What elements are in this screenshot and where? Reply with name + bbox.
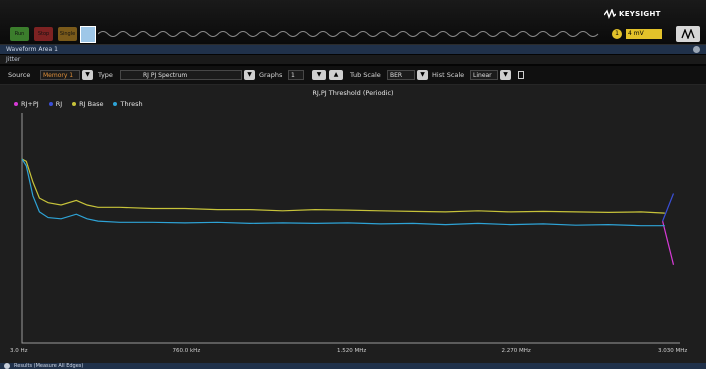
jitter-panel-title: Jitter	[0, 55, 706, 64]
type-label: Type	[98, 71, 113, 79]
legend-item: RJ+PJ	[14, 100, 39, 108]
brand-name: KEYSIGHT	[619, 10, 661, 18]
results-label: Results (Measure All Edges)	[14, 363, 84, 369]
chevron-down-icon[interactable]: ▼	[312, 70, 326, 80]
chart-canvas	[21, 113, 680, 344]
chevron-down-icon[interactable]: ▼	[82, 70, 93, 80]
graphs-label: Graphs	[259, 71, 283, 79]
source-select[interactable]: Memory 1	[40, 70, 80, 80]
spectrum-plot[interactable]: RJ,PJ Threshold (Periodic) RJ+PJ RJ RJ Bas…	[0, 85, 706, 363]
display-icon[interactable]	[80, 26, 96, 43]
chevron-down-icon[interactable]: ▼	[417, 70, 428, 80]
legend-label: Thresh	[120, 100, 143, 108]
histogram-icon[interactable]	[518, 71, 524, 79]
jitter-controls: Source Memory 1 ▼ Type RJ PJ Spectrum ▼ …	[0, 66, 706, 85]
brand-logo: KEYSIGHT	[604, 7, 661, 21]
autoscale-icon	[681, 28, 695, 40]
x-tick-label: 2.270 MHz	[501, 348, 531, 354]
chart-legend: RJ+PJ RJ RJ Base Thresh	[14, 100, 143, 108]
hist-scale-select[interactable]: Linear	[470, 70, 498, 80]
chevron-down-icon[interactable]: ▼	[500, 70, 511, 80]
single-button[interactable]: Single	[58, 27, 77, 41]
waveform-area-label: Waveform Area 1	[6, 46, 58, 53]
chart-axes	[21, 113, 680, 344]
x-tick-label: 1.520 MHz	[337, 348, 367, 354]
x-tick-label: 760.0 kHz	[172, 348, 201, 354]
legend-swatch	[48, 102, 53, 106]
graphs-field[interactable]: 1	[288, 70, 304, 80]
legend-label: RJ+PJ	[21, 100, 39, 108]
legend-item: RJ Base	[72, 100, 103, 108]
legend-swatch	[72, 102, 77, 106]
series-line-rj-base	[21, 158, 665, 214]
brand-wave-icon	[604, 9, 616, 19]
results-bar[interactable]: Results (Measure All Edges)	[0, 363, 706, 369]
legend-swatch	[113, 102, 118, 106]
series-line-rj-pj	[662, 220, 675, 265]
legend-swatch	[14, 102, 18, 106]
hist-scale-label: Hist Scale	[432, 71, 465, 79]
chevron-up-icon[interactable]: ▲	[329, 70, 343, 80]
legend-label: RJ	[55, 100, 63, 108]
chevron-down-icon[interactable]: ▼	[244, 70, 255, 80]
tub-scale-select[interactable]: BER	[387, 70, 415, 80]
type-select[interactable]: RJ PJ Spectrum	[120, 70, 242, 80]
jitter-panel-label: Jitter	[6, 56, 21, 63]
autoscale-button[interactable]	[676, 26, 700, 42]
series-line-rj	[662, 193, 675, 222]
legend-label: RJ Base	[79, 100, 104, 108]
legend-item: Thresh	[113, 100, 143, 108]
x-tick-label: 3.030 MHz	[658, 348, 688, 354]
close-icon[interactable]	[693, 46, 700, 53]
stop-button[interactable]: Stop	[34, 27, 53, 41]
waveform-area-title: Waveform Area 1	[0, 45, 706, 54]
top-toolbar: Run Stop Single KEYSIGHT 1 4 mV	[0, 0, 706, 45]
chart-title: RJ,PJ Threshold (Periodic)	[312, 89, 394, 97]
series-line-thresh	[21, 158, 665, 227]
x-tick-label: 3.0 Hz	[10, 348, 28, 354]
source-label: Source	[8, 71, 31, 79]
run-button[interactable]: Run	[10, 27, 29, 41]
waveform-overview-strip	[98, 31, 599, 37]
tub-scale-label: Tub Scale	[350, 71, 381, 79]
trigger-level-field[interactable]: 4 mV	[626, 29, 662, 39]
results-icon	[4, 363, 10, 369]
trigger-channel-badge[interactable]: 1	[612, 29, 622, 39]
legend-item: RJ	[48, 100, 63, 108]
